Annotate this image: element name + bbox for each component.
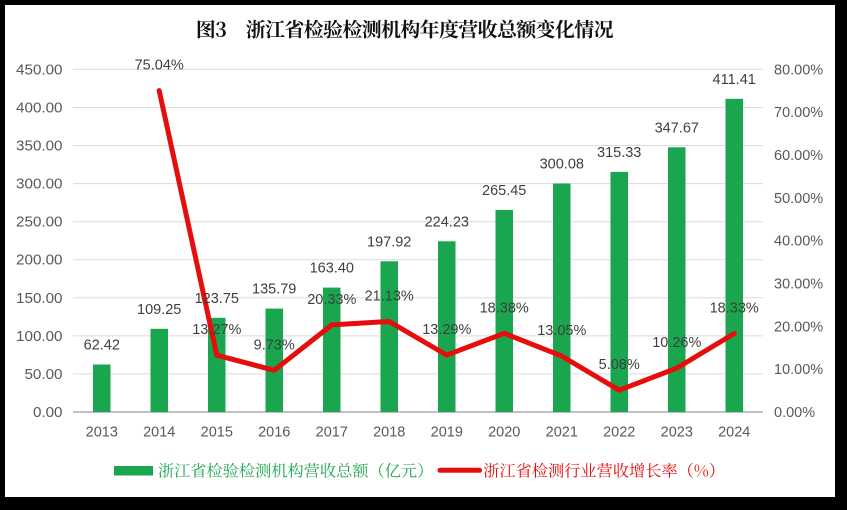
svg-text:350.00: 350.00 [16,138,62,155]
svg-text:20.00%: 20.00% [774,319,823,335]
svg-text:2023: 2023 [661,425,693,441]
svg-text:150.00: 150.00 [16,290,62,307]
svg-text:300.00: 300.00 [16,176,62,193]
svg-text:2015: 2015 [201,425,233,441]
svg-text:250.00: 250.00 [16,214,62,231]
svg-text:0.00%: 0.00% [774,405,815,421]
svg-text:10.00%: 10.00% [774,362,823,378]
svg-text:80.00%: 80.00% [774,62,823,78]
svg-text:224.23: 224.23 [425,214,469,230]
svg-text:2021: 2021 [546,425,578,441]
svg-text:13.27%: 13.27% [192,322,241,338]
svg-text:2018: 2018 [373,425,405,441]
svg-text:135.79: 135.79 [252,282,296,298]
svg-text:50.00: 50.00 [24,366,62,383]
svg-text:0.00: 0.00 [33,404,63,421]
svg-text:21.13%: 21.13% [365,289,414,305]
svg-text:70.00%: 70.00% [774,105,823,121]
svg-text:315.33: 315.33 [597,145,641,161]
svg-text:347.67: 347.67 [655,120,699,136]
svg-text:2020: 2020 [488,425,520,441]
svg-text:2022: 2022 [603,425,635,441]
svg-text:265.45: 265.45 [482,183,526,199]
svg-text:30.00%: 30.00% [774,277,823,293]
svg-text:300.08: 300.08 [540,157,584,173]
svg-text:411.41: 411.41 [713,72,756,88]
svg-text:40.00%: 40.00% [774,234,823,250]
svg-text:50.00%: 50.00% [774,191,823,207]
svg-text:400.00: 400.00 [16,100,62,117]
svg-text:109.25: 109.25 [137,302,181,318]
svg-text:2016: 2016 [258,425,290,441]
svg-text:450.00: 450.00 [16,61,62,78]
svg-text:200.00: 200.00 [16,252,62,269]
svg-text:197.92: 197.92 [367,234,411,250]
svg-text:2014: 2014 [143,425,175,441]
svg-text:2013: 2013 [86,425,118,441]
svg-text:13.29%: 13.29% [422,322,471,338]
svg-text:2017: 2017 [316,425,348,441]
svg-text:163.40: 163.40 [310,261,354,277]
svg-text:18.33%: 18.33% [710,301,759,317]
svg-text:75.04%: 75.04% [135,58,184,74]
svg-text:20.33%: 20.33% [307,292,356,308]
svg-text:9.73%: 9.73% [254,337,295,353]
svg-text:62.42: 62.42 [84,338,120,354]
svg-text:60.00%: 60.00% [774,148,823,164]
svg-text:123.75: 123.75 [195,291,239,307]
svg-text:10.26%: 10.26% [652,335,701,351]
svg-text:13.05%: 13.05% [537,323,586,339]
svg-text:18.38%: 18.38% [480,300,529,316]
svg-text:2019: 2019 [431,425,463,441]
svg-text:2024: 2024 [718,425,750,441]
svg-text:5.08%: 5.08% [599,357,640,373]
svg-text:100.00: 100.00 [16,328,62,345]
